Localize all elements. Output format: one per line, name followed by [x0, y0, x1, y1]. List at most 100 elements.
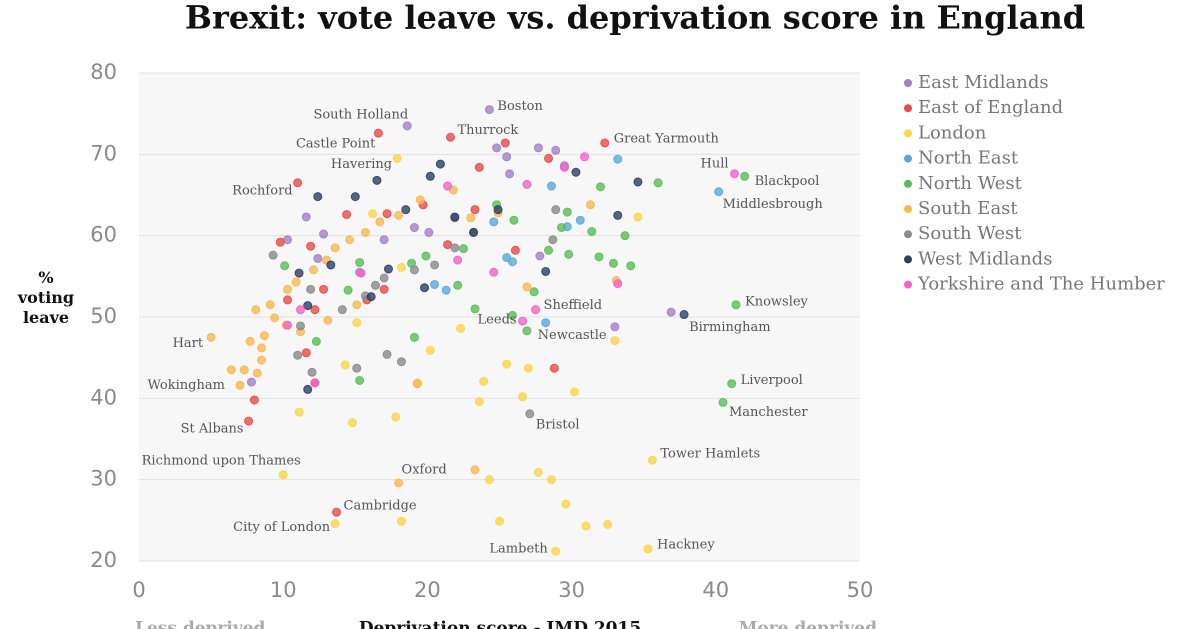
point-label: Manchester — [729, 405, 808, 420]
point — [308, 265, 318, 275]
point — [420, 283, 430, 293]
point — [456, 323, 466, 333]
point-label: Hull — [701, 156, 729, 171]
point — [474, 162, 484, 172]
point — [415, 195, 425, 205]
point — [466, 213, 476, 223]
point-label: Newcastle — [538, 328, 607, 343]
point — [342, 210, 352, 220]
point — [424, 227, 434, 237]
point — [603, 519, 613, 529]
point — [647, 455, 657, 465]
point — [394, 478, 404, 488]
point — [595, 182, 605, 192]
point — [470, 304, 480, 314]
point — [507, 310, 517, 320]
point — [610, 322, 620, 332]
point — [470, 465, 480, 475]
point — [307, 367, 317, 377]
point — [549, 363, 559, 373]
point — [505, 169, 515, 179]
point — [343, 285, 353, 295]
legend-label: South West — [918, 223, 1022, 244]
point — [382, 209, 392, 219]
point — [379, 235, 389, 245]
point — [291, 277, 301, 287]
point — [562, 207, 572, 217]
x-tick-label: 20 — [414, 578, 441, 602]
point — [301, 212, 311, 222]
point — [453, 255, 463, 265]
point — [392, 153, 402, 163]
point — [246, 377, 256, 387]
point — [502, 152, 512, 162]
point — [450, 243, 460, 253]
point — [280, 261, 290, 271]
point — [600, 138, 610, 148]
point — [319, 284, 329, 294]
point — [522, 282, 532, 292]
point-label: Middlesbrough — [723, 197, 824, 212]
point — [458, 244, 468, 254]
x-tick-label: 10 — [270, 578, 297, 602]
point — [620, 231, 630, 241]
point — [531, 305, 541, 315]
point — [443, 240, 453, 250]
point — [551, 205, 561, 215]
point — [469, 227, 479, 237]
point — [581, 521, 591, 531]
point — [533, 467, 543, 477]
point — [347, 418, 357, 428]
point — [551, 145, 561, 155]
point — [679, 310, 689, 320]
point — [450, 212, 460, 222]
legend-marker — [904, 205, 912, 213]
chart-title: Brexit: vote leave vs. deprivation score… — [185, 0, 1085, 37]
point — [559, 162, 569, 172]
point — [541, 266, 551, 276]
point — [303, 301, 313, 311]
point — [244, 416, 254, 426]
point — [546, 475, 556, 485]
point — [360, 227, 370, 237]
point — [626, 261, 636, 271]
point — [257, 343, 267, 353]
point — [402, 121, 412, 131]
point — [633, 212, 643, 222]
legend-marker — [904, 280, 912, 289]
point — [493, 205, 503, 215]
y-tick-label: 70 — [90, 141, 117, 165]
point-label: South Holland — [313, 107, 408, 122]
y-tick-label: 50 — [90, 304, 117, 328]
point — [653, 178, 663, 188]
point — [366, 292, 376, 302]
legend-label: West Midlands — [918, 248, 1052, 269]
legend-marker — [904, 255, 912, 264]
point — [587, 227, 597, 237]
x-axis-title: Deprivation score - IMD 2015 — [359, 619, 641, 629]
point — [340, 360, 350, 370]
point — [409, 223, 419, 233]
point — [613, 154, 623, 164]
point-label: Richmond upon Thames — [142, 453, 301, 468]
point — [510, 245, 520, 255]
point — [283, 320, 293, 330]
point — [373, 128, 383, 138]
y-tick-label: 20 — [90, 548, 117, 572]
point-label: St Albans — [181, 422, 244, 437]
point-label: Blackpool — [755, 174, 820, 189]
point-label: Thurrock — [457, 123, 518, 138]
point — [484, 105, 494, 115]
point — [548, 235, 558, 245]
point — [518, 316, 528, 326]
point-label: Birmingham — [689, 320, 771, 335]
point — [525, 409, 535, 419]
point — [306, 241, 316, 251]
point — [479, 376, 489, 386]
point-label: Lambeth — [489, 542, 548, 557]
point — [326, 260, 336, 270]
point — [425, 171, 435, 181]
point — [740, 171, 750, 181]
point — [355, 375, 365, 385]
point — [257, 355, 267, 365]
